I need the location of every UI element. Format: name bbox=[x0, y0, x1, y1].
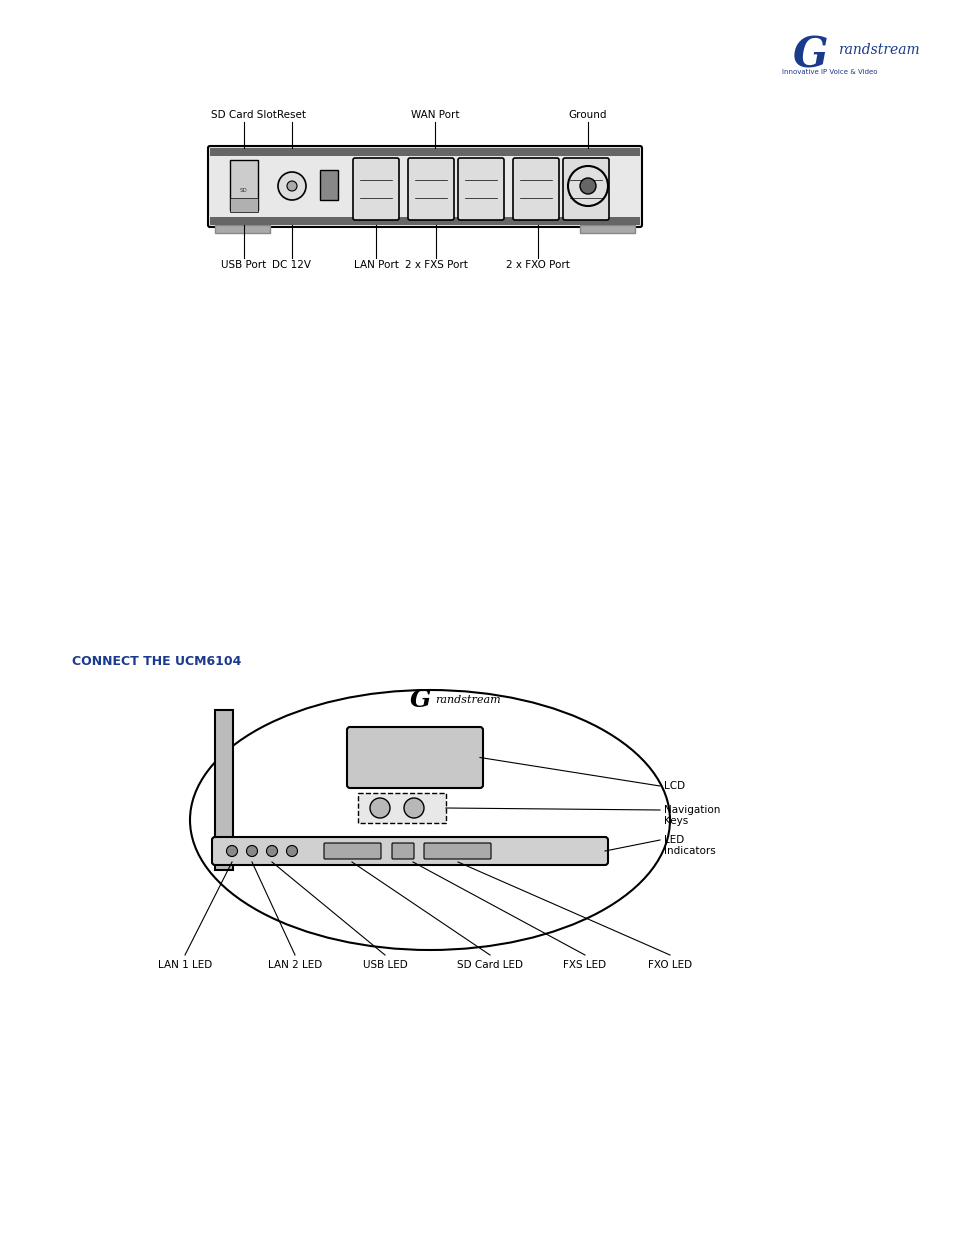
FancyBboxPatch shape bbox=[408, 158, 454, 220]
Text: SD Card LED: SD Card LED bbox=[456, 960, 522, 969]
Circle shape bbox=[370, 798, 390, 818]
Text: USB LED: USB LED bbox=[362, 960, 407, 969]
FancyBboxPatch shape bbox=[208, 146, 641, 227]
Bar bbox=[230, 198, 257, 212]
Text: G: G bbox=[409, 688, 430, 713]
FancyBboxPatch shape bbox=[324, 844, 380, 860]
Circle shape bbox=[567, 165, 607, 206]
Text: Navigation: Navigation bbox=[663, 805, 720, 815]
Circle shape bbox=[286, 846, 297, 857]
Circle shape bbox=[579, 178, 596, 194]
FancyBboxPatch shape bbox=[423, 844, 491, 860]
Text: FXS LED: FXS LED bbox=[563, 960, 606, 969]
FancyBboxPatch shape bbox=[457, 158, 503, 220]
Text: Reset: Reset bbox=[277, 110, 306, 120]
Text: 2 x FXS Port: 2 x FXS Port bbox=[404, 261, 467, 270]
FancyBboxPatch shape bbox=[392, 844, 414, 860]
Text: Indicators: Indicators bbox=[663, 846, 715, 856]
Text: LAN 2 LED: LAN 2 LED bbox=[268, 960, 322, 969]
Circle shape bbox=[266, 846, 277, 857]
Bar bbox=[579, 225, 635, 233]
Text: 2 x FXO Port: 2 x FXO Port bbox=[505, 261, 569, 270]
Bar bbox=[210, 217, 639, 225]
Bar bbox=[214, 710, 233, 869]
Text: randstream: randstream bbox=[435, 695, 500, 705]
FancyBboxPatch shape bbox=[212, 837, 607, 864]
FancyBboxPatch shape bbox=[353, 158, 398, 220]
FancyBboxPatch shape bbox=[562, 158, 608, 220]
Text: WAN Port: WAN Port bbox=[411, 110, 458, 120]
Text: Keys: Keys bbox=[663, 816, 687, 826]
FancyBboxPatch shape bbox=[513, 158, 558, 220]
Text: CONNECT THE UCM6104: CONNECT THE UCM6104 bbox=[71, 655, 241, 668]
Text: DC 12V: DC 12V bbox=[273, 261, 312, 270]
Bar bbox=[230, 161, 257, 210]
Text: LED: LED bbox=[663, 835, 683, 845]
Circle shape bbox=[403, 798, 423, 818]
Bar bbox=[357, 793, 446, 823]
Text: SD: SD bbox=[240, 188, 248, 193]
Text: USB Port: USB Port bbox=[221, 261, 266, 270]
Text: SD Card Slot: SD Card Slot bbox=[211, 110, 276, 120]
Text: Innovative IP Voice & Video: Innovative IP Voice & Video bbox=[781, 69, 877, 75]
Text: randstream: randstream bbox=[837, 43, 919, 57]
Text: FXO LED: FXO LED bbox=[647, 960, 691, 969]
FancyBboxPatch shape bbox=[347, 727, 482, 788]
Text: Ground: Ground bbox=[568, 110, 607, 120]
Bar bbox=[319, 170, 337, 200]
Circle shape bbox=[226, 846, 237, 857]
Bar bbox=[210, 148, 639, 156]
Text: G: G bbox=[791, 35, 827, 77]
Text: LCD: LCD bbox=[663, 781, 684, 790]
Ellipse shape bbox=[190, 690, 669, 950]
Text: LAN 1 LED: LAN 1 LED bbox=[157, 960, 212, 969]
Circle shape bbox=[246, 846, 257, 857]
Circle shape bbox=[287, 182, 296, 191]
Circle shape bbox=[277, 172, 306, 200]
Text: LAN Port: LAN Port bbox=[354, 261, 398, 270]
Bar bbox=[214, 225, 270, 233]
